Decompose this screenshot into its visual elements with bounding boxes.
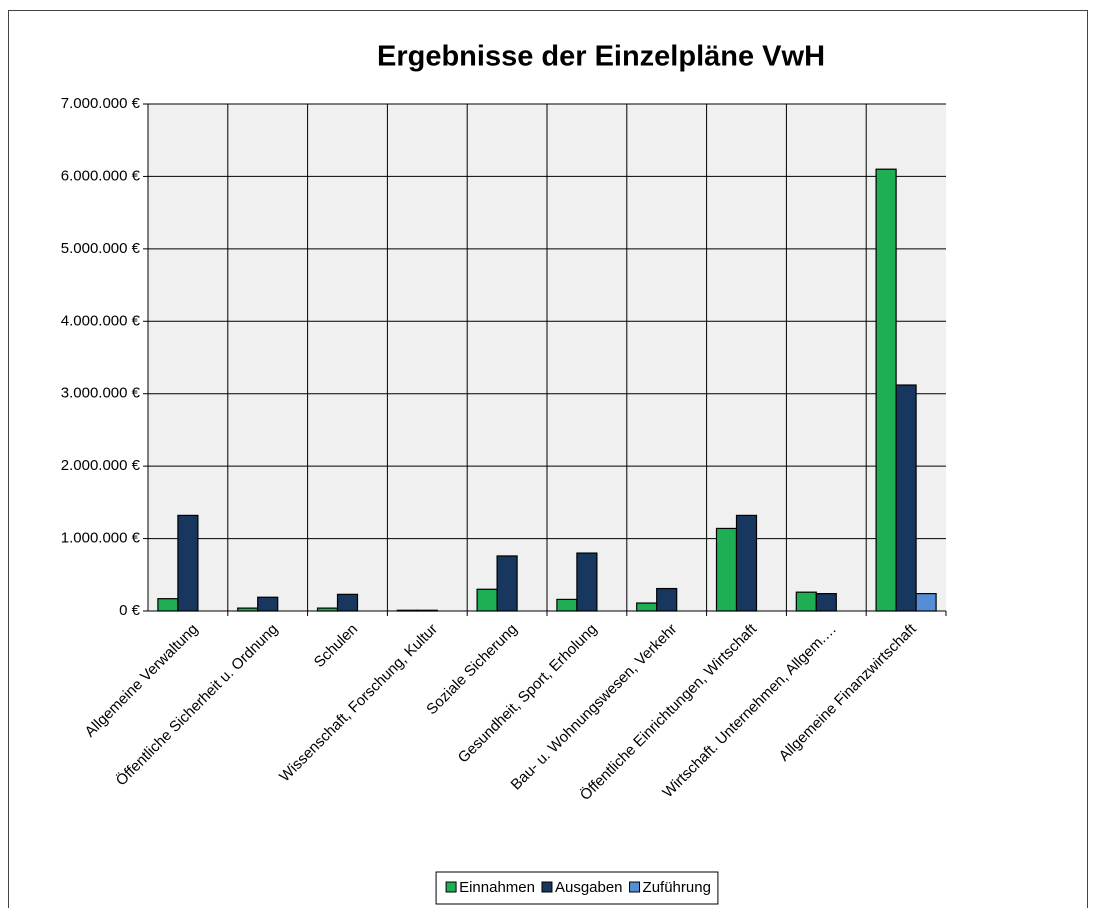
y-tick-label: 2.000.000 €	[61, 457, 141, 474]
bar	[576, 552, 598, 612]
bar	[556, 598, 578, 612]
bar	[815, 593, 837, 612]
y-tick-label: 7.000.000 €	[61, 95, 141, 112]
x-tick-label: Allgemeine Finanzwirtschaft	[776, 620, 921, 765]
bar	[396, 609, 418, 612]
y-tick-label: 5.000.000 €	[61, 240, 141, 257]
x-tick-label: Öffentliche Einrichtungen, Wirtschaft	[576, 619, 761, 804]
bar	[316, 607, 339, 612]
x-tick-label: Schulen	[311, 621, 361, 671]
x-tick-label: Gesundheit, Sport, Erholung	[455, 621, 601, 767]
y-tick-label: 3.000.000 €	[61, 385, 141, 402]
bar	[735, 514, 758, 612]
legend: Einnahmen Ausgaben Zuführung	[435, 871, 719, 905]
bar	[157, 598, 179, 612]
bar	[875, 168, 897, 612]
y-tick-label: 1.000.000 €	[61, 530, 141, 547]
bar	[237, 607, 259, 612]
y-tick-label: 6.000.000 €	[61, 167, 141, 184]
legend-swatch	[445, 881, 457, 893]
legend-label: Zuführung	[643, 879, 711, 896]
bar	[336, 593, 359, 612]
chart-title: Ergebnisse der Einzelpläne VwH	[377, 41, 825, 73]
x-tick-label: Bau- u. Wohnungswesen, Verkehr	[508, 621, 681, 794]
x-tick-label: Wirtschaft. Unternehmen, Allgem.…	[659, 621, 840, 802]
bar	[636, 602, 658, 612]
bar	[257, 596, 279, 612]
chart-frame	[8, 10, 1088, 913]
bar	[416, 609, 438, 612]
y-tick-label: 0 €	[119, 602, 141, 619]
x-tick-label: Wissenschaft, Forschung, Kultur	[276, 621, 441, 786]
bar	[895, 384, 917, 612]
bar	[177, 514, 199, 612]
bar	[496, 555, 518, 612]
y-tick-label: 4.000.000 €	[61, 312, 141, 329]
bar	[915, 593, 937, 612]
bar	[795, 591, 817, 612]
legend-label: Einnahmen	[459, 879, 535, 896]
bar	[715, 527, 738, 612]
bar	[656, 587, 678, 612]
legend-label: Ausgaben	[555, 879, 623, 896]
legend-box	[435, 871, 719, 905]
legend-swatch	[629, 881, 641, 893]
bar	[476, 588, 498, 612]
x-tick-label: Öffentliche Sicherheit u. Ordnung	[112, 620, 281, 789]
legend-swatch	[541, 881, 553, 893]
